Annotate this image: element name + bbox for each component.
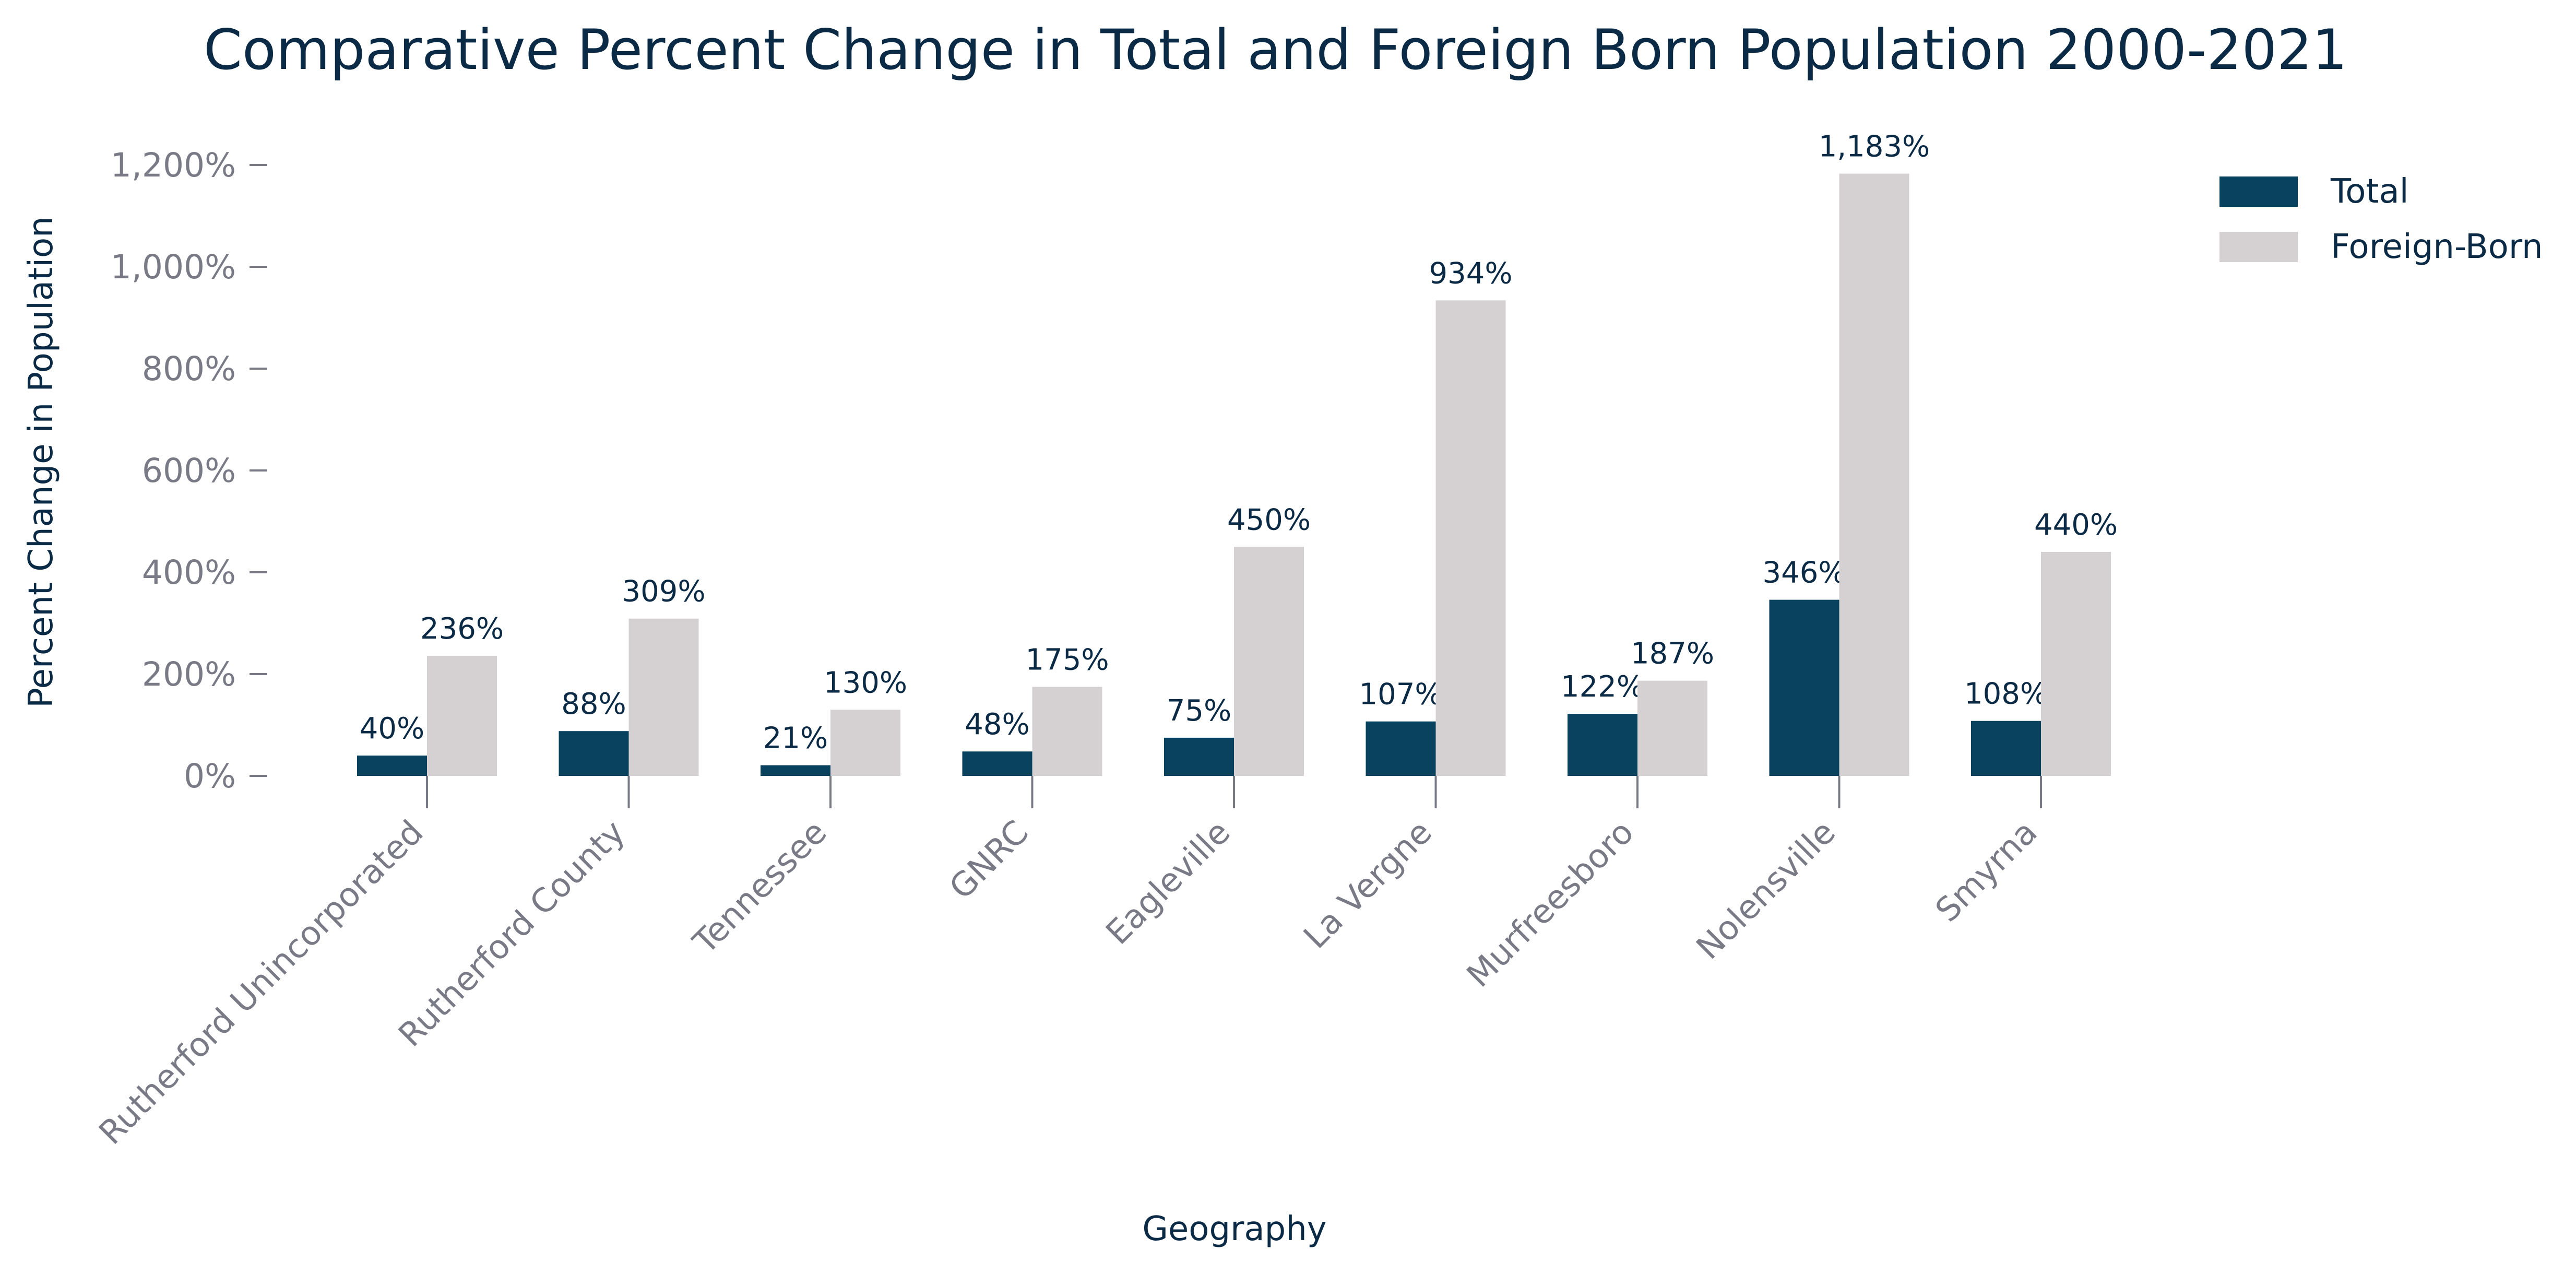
y-tick-label: 600% [142, 452, 236, 490]
category-label: Rutherford Unincorporated [92, 813, 431, 1152]
y-tick-label: 400% [142, 553, 236, 592]
category-label: Smyrna [1928, 813, 2045, 929]
y-axis-title: Percent Change in Population [22, 216, 61, 708]
category-label: GNRC [942, 813, 1036, 906]
data-label: 130% [824, 666, 907, 700]
data-label: 346% [1762, 556, 1846, 590]
category-label: Nolensville [1689, 813, 1843, 966]
data-label: 88% [561, 687, 626, 721]
data-label: 175% [1025, 643, 1109, 677]
bar-foreign-born [1435, 300, 1506, 776]
bar-foreign-born [628, 618, 699, 776]
data-label: 309% [622, 575, 705, 609]
legend-swatch [2219, 232, 2298, 262]
y-tick-label: 800% [142, 350, 236, 388]
bar-foreign-born [2041, 552, 2111, 776]
legend: Total Foreign-Born [2219, 172, 2543, 266]
legend-label: Foreign-Born [2331, 228, 2543, 266]
data-label: 187% [1631, 637, 1714, 671]
data-label: 21% [763, 722, 828, 756]
data-label: 934% [1429, 256, 1512, 290]
category-label: Tennessee [685, 813, 834, 961]
data-label: 40% [360, 712, 424, 746]
bar-foreign-born [1839, 173, 1909, 776]
category-label: La Vergne [1296, 813, 1439, 956]
data-label: 236% [420, 612, 504, 646]
legend-swatch [2219, 176, 2298, 207]
bar-total [1568, 714, 1637, 776]
y-tick-label: 0% [184, 757, 236, 795]
x-axis-title: Geography [1142, 1210, 1326, 1248]
bar-foreign-born [1637, 680, 1707, 776]
data-label: 107% [1359, 678, 1442, 712]
bar-total [357, 756, 427, 776]
bar-total [1769, 599, 1839, 776]
bar-total [1164, 737, 1234, 776]
chart-title: Comparative Percent Change in Total and … [204, 18, 2347, 82]
y-tick-label: 1,000% [111, 248, 236, 286]
data-label: 48% [965, 708, 1029, 741]
data-label: 440% [2034, 508, 2118, 542]
bar-foreign-born [830, 710, 900, 776]
bar-foreign-born [1032, 687, 1102, 776]
bar-total [559, 731, 629, 776]
bars-group: 40% 236% 88% 309% 21% 130% 48% 175% 75% 450% 107% 9… [357, 130, 2118, 776]
y-tick-label: 200% [142, 655, 236, 693]
y-tick-label: 1,200% [111, 146, 236, 184]
data-label: 75% [1167, 694, 1231, 728]
bar-total [761, 765, 830, 776]
bar-foreign-born [427, 655, 497, 776]
legend-label: Total [2330, 172, 2408, 211]
bar-total [962, 751, 1032, 776]
category-label: Murfreesboro [1459, 813, 1641, 995]
bar-foreign-born [1234, 547, 1304, 776]
bar-total [1971, 721, 2041, 776]
data-label: 450% [1227, 503, 1311, 537]
y-axis: 0% 200% 400% 600% 800% 1,000% 1,200% [111, 146, 267, 795]
data-label: 1,183% [1819, 130, 1930, 164]
bar-total [1366, 721, 1436, 776]
data-label: 122% [1561, 670, 1644, 704]
data-label: 108% [1964, 677, 2048, 711]
category-label: Eagleville [1099, 813, 1238, 952]
category-label: Rutherford County [391, 813, 632, 1054]
